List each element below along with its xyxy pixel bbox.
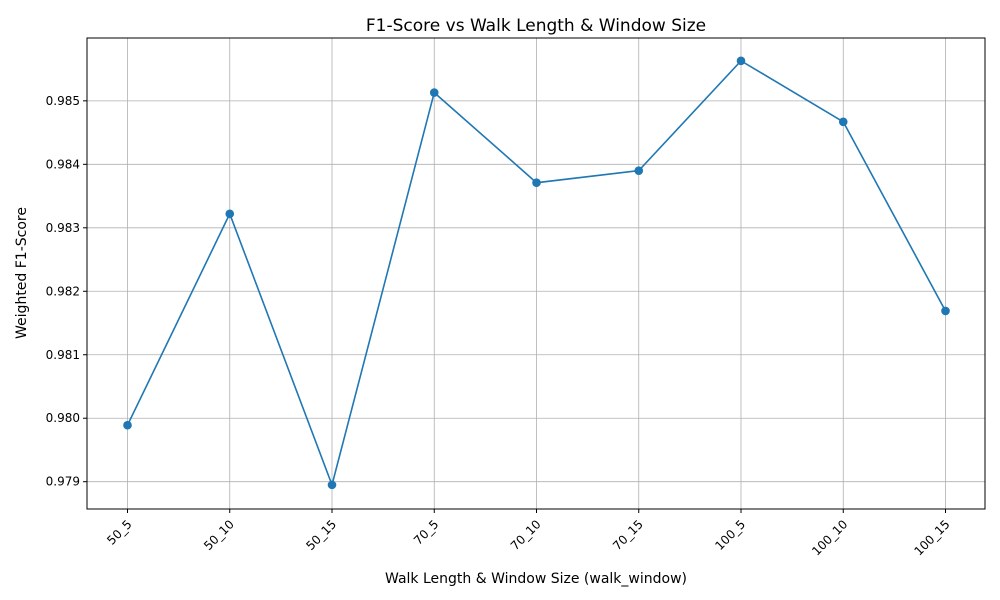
y-tick-label: 0.979	[46, 475, 80, 489]
y-axis-label: Weighted F1-Score	[14, 207, 30, 339]
data-point	[838, 117, 848, 127]
data-point	[429, 88, 439, 97]
data-point	[941, 306, 950, 316]
y-tick-label: 0.981	[46, 348, 80, 362]
y-axis: 0.979 0.980 0.981 0.982 0.983 0.984 0.985	[46, 94, 87, 489]
series-layer	[123, 56, 950, 490]
x-axis-label: Walk Length & Window Size (walk_window)	[385, 571, 687, 587]
data-point	[736, 56, 746, 66]
y-tick-label: 0.984	[46, 157, 80, 171]
data-point	[327, 480, 337, 490]
y-tick-label: 0.985	[46, 94, 80, 108]
y-tick-label: 0.980	[46, 411, 80, 425]
grid	[87, 38, 985, 509]
y-tick-label: 0.982	[46, 284, 80, 298]
data-point	[123, 420, 132, 430]
chart-title: F1-Score vs Walk Length & Window Size	[366, 16, 706, 36]
data-point	[225, 209, 235, 219]
data-point	[634, 166, 644, 175]
data-point	[532, 178, 541, 188]
y-tick-label: 0.983	[46, 221, 80, 235]
